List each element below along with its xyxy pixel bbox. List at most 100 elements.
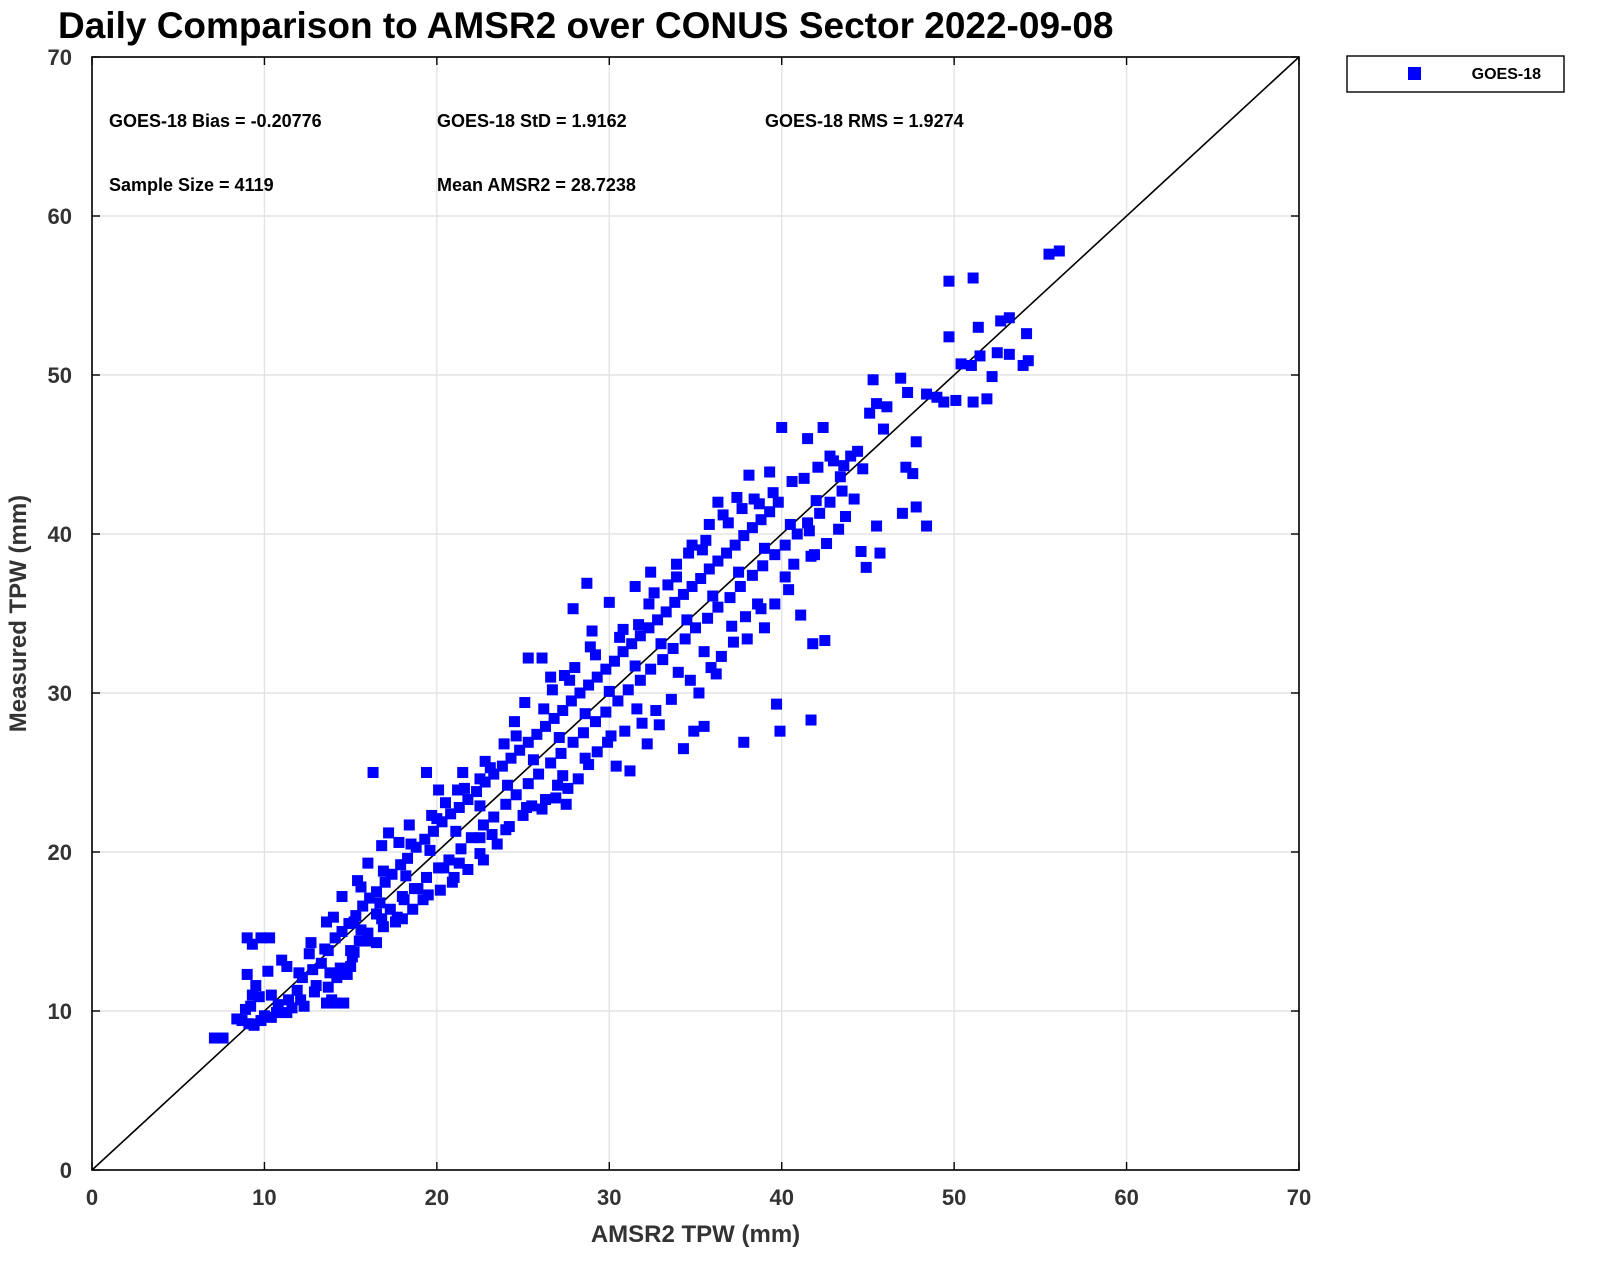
data-point <box>462 794 474 806</box>
data-point <box>536 803 548 815</box>
y-tick-label: 40 <box>48 522 72 547</box>
data-point <box>367 767 379 778</box>
data-point <box>788 558 800 570</box>
data-point <box>391 911 403 923</box>
data-point <box>421 871 433 883</box>
data-point <box>807 638 819 650</box>
data-point <box>771 698 783 710</box>
y-tick-label: 20 <box>48 840 72 865</box>
data-point <box>433 784 445 796</box>
x-tick-label: 10 <box>252 1185 276 1210</box>
data-point <box>967 272 979 284</box>
data-point <box>341 968 353 980</box>
data-point <box>270 1007 282 1019</box>
data-point <box>353 935 365 947</box>
data-point <box>348 916 360 928</box>
data-point <box>424 844 436 856</box>
data-point <box>643 622 655 634</box>
data-point <box>696 544 708 556</box>
data-point <box>253 991 265 1003</box>
data-point <box>548 712 560 724</box>
data-point <box>527 754 539 766</box>
data-point <box>695 573 707 585</box>
data-point <box>239 1003 251 1015</box>
data-point <box>308 986 320 998</box>
data-point <box>474 832 486 844</box>
data-point <box>740 611 752 623</box>
data-point <box>255 932 267 944</box>
data-point <box>584 641 596 653</box>
x-tick-label: 20 <box>425 1185 449 1210</box>
data-point <box>286 1002 298 1014</box>
data-point <box>567 736 579 748</box>
data-point <box>407 903 419 915</box>
data-point <box>622 684 634 696</box>
data-point <box>405 838 417 850</box>
data-point <box>746 522 758 534</box>
data-point <box>334 962 346 974</box>
data-point <box>258 1010 270 1022</box>
data-point <box>455 843 467 855</box>
data-point <box>784 518 796 530</box>
data-point <box>371 937 383 949</box>
data-point <box>650 704 662 716</box>
data-point <box>352 875 364 887</box>
data-point <box>557 704 569 716</box>
data-point <box>508 716 520 728</box>
data-point <box>264 932 276 944</box>
data-point <box>965 359 977 371</box>
data-point <box>641 738 653 750</box>
data-point <box>769 598 781 610</box>
data-point <box>491 838 503 850</box>
data-point <box>474 848 486 860</box>
data-point <box>329 932 341 944</box>
x-tick-label: 70 <box>1287 1185 1311 1210</box>
data-point <box>910 436 922 448</box>
data-point <box>477 819 489 831</box>
data-point <box>698 720 710 732</box>
data-point <box>626 638 638 650</box>
data-point <box>722 517 734 529</box>
data-point <box>400 870 412 882</box>
data-point <box>608 655 620 667</box>
data-point <box>974 350 986 362</box>
data-point <box>671 558 683 570</box>
data-point <box>857 463 869 475</box>
data-point <box>281 960 293 972</box>
data-point <box>717 509 729 521</box>
data-point <box>488 768 500 780</box>
data-point <box>362 927 374 939</box>
data-point <box>283 994 295 1006</box>
data-point <box>374 897 386 909</box>
data-point <box>605 730 617 742</box>
data-point <box>419 833 431 845</box>
data-point <box>667 642 679 654</box>
data-point <box>681 614 693 626</box>
data-point <box>557 770 569 782</box>
data-point <box>943 331 955 343</box>
data-point <box>555 747 567 759</box>
data-point <box>336 891 348 903</box>
data-point <box>895 372 907 384</box>
data-point <box>1053 245 1065 257</box>
data-point <box>565 695 577 707</box>
data-point <box>634 674 646 686</box>
data-point <box>591 746 603 758</box>
data-point <box>741 633 753 645</box>
data-point <box>679 633 691 645</box>
data-point <box>324 967 336 979</box>
data-point <box>443 854 455 866</box>
x-tick-label: 30 <box>597 1185 621 1210</box>
data-point <box>319 943 331 955</box>
data-point <box>446 876 458 888</box>
data-point <box>602 736 614 748</box>
data-point <box>519 697 531 709</box>
data-point <box>836 485 848 497</box>
data-point <box>246 938 258 950</box>
data-point <box>474 773 486 785</box>
data-point <box>943 275 955 287</box>
data-point <box>733 566 745 578</box>
x-tick-label: 40 <box>769 1185 793 1210</box>
data-point <box>355 924 367 936</box>
data-point <box>517 809 529 821</box>
